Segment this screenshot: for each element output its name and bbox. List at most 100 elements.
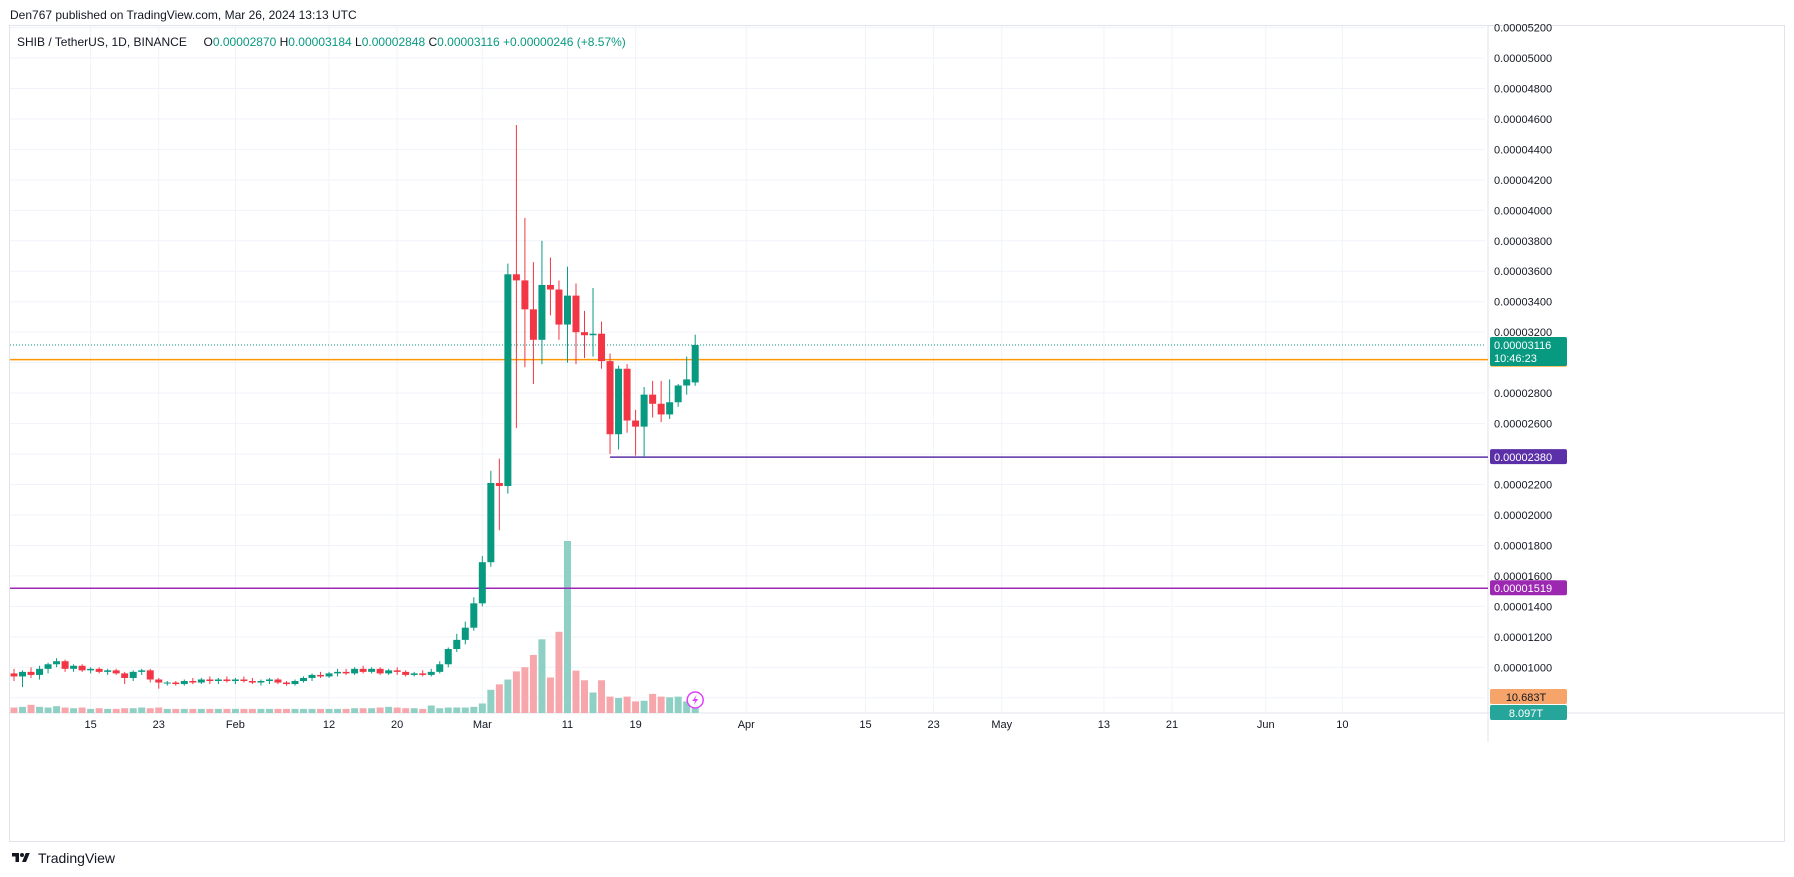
volume-bar xyxy=(521,667,529,713)
y-tick-label: 0.00004600 xyxy=(1494,114,1552,126)
volume-bar xyxy=(478,703,486,713)
candle-body xyxy=(197,679,205,683)
candle-body xyxy=(36,668,44,675)
y-tick-label: 0.00003600 xyxy=(1494,266,1552,278)
last-price-tag xyxy=(1490,336,1567,366)
volume-bar xyxy=(444,707,452,713)
candle-body xyxy=(563,295,571,325)
violet-level-tag-label: 0.00002380 xyxy=(1494,452,1552,464)
x-tick-label: Mar xyxy=(473,719,492,731)
x-tick-label: 15 xyxy=(859,719,871,731)
volume-bar xyxy=(657,696,665,713)
candle-body xyxy=(359,668,367,672)
volume-bar xyxy=(666,697,674,713)
candle-body xyxy=(317,674,325,677)
candle-body xyxy=(10,673,18,677)
volume-bar xyxy=(555,631,563,713)
y-tick-label: 0.00005000 xyxy=(1494,53,1552,65)
volume-bar xyxy=(163,708,171,713)
candle-body xyxy=(691,344,699,383)
x-tick-label: 23 xyxy=(153,719,165,731)
volume-bar xyxy=(274,708,282,713)
volume-bar xyxy=(410,708,418,713)
candle-body xyxy=(112,670,120,674)
candle-body xyxy=(95,668,103,672)
candle-body xyxy=(146,670,154,680)
volume-bar xyxy=(197,708,205,713)
y-tick-label: 0.00001600 xyxy=(1494,571,1552,583)
y-tick-label: 0.00002200 xyxy=(1494,480,1552,492)
x-tick-label: 12 xyxy=(323,719,335,731)
x-tick-label: 13 xyxy=(1098,719,1110,731)
candle-body xyxy=(257,681,265,683)
candle-body xyxy=(180,681,188,685)
candle-body xyxy=(53,661,61,665)
volume-bar xyxy=(385,706,393,713)
x-tick-label: May xyxy=(991,719,1012,731)
y-tick-label: 0.00003800 xyxy=(1494,236,1552,248)
volume-tag xyxy=(1490,689,1567,704)
change-value: +0.00000246 (+8.57%) xyxy=(503,35,626,49)
candle-body xyxy=(291,681,299,685)
symbol-name: SHIB / TetherUS, 1D, BINANCE xyxy=(17,35,187,49)
volume-bar xyxy=(581,680,589,713)
chart-frame xyxy=(9,25,1785,842)
symbol-legend: SHIB / TetherUS, 1D, BINANCE O0.00002870… xyxy=(17,35,626,49)
volume-bar xyxy=(683,701,691,713)
volume-bar xyxy=(155,707,163,713)
candle-body xyxy=(521,280,529,310)
candle-body xyxy=(649,394,657,404)
x-tick-label: Apr xyxy=(738,719,755,731)
y-tick-label: 0.00002800 xyxy=(1494,388,1552,400)
candle-body xyxy=(19,671,27,677)
volume-bar xyxy=(70,708,78,713)
volume-bar xyxy=(640,700,648,713)
candle-body xyxy=(478,562,486,604)
volume-bar xyxy=(206,708,214,713)
volume-bar xyxy=(674,696,682,713)
volume-bar xyxy=(487,689,495,713)
volume-bar xyxy=(334,708,342,713)
last-price-label: 0.00003116 xyxy=(1494,340,1551,352)
volume-bar xyxy=(512,671,520,713)
candle-body xyxy=(308,674,316,678)
x-tick-label: 10 xyxy=(1336,719,1348,731)
volume-bar xyxy=(248,708,256,713)
volume-bar xyxy=(36,706,44,713)
candle-body xyxy=(155,679,163,683)
candle-body xyxy=(546,284,554,290)
y-tick-label: 0.00005200 xyxy=(1494,23,1552,35)
lightning-bolt-icon xyxy=(692,695,699,705)
high-value: 0.00003184 xyxy=(288,35,352,49)
volume-tag xyxy=(1490,705,1567,720)
candle-body xyxy=(427,671,435,675)
volume-bar xyxy=(223,708,231,713)
candle-body xyxy=(410,673,418,675)
candle-body xyxy=(240,679,248,682)
y-tick-label: 0.00004400 xyxy=(1494,144,1552,156)
y-tick-label: 0.00003400 xyxy=(1494,297,1552,309)
volume-bar xyxy=(325,708,333,713)
purple-level-tag-label: 0.00001519 xyxy=(1494,583,1552,595)
tradingview-brand[interactable]: TradingView xyxy=(10,850,115,866)
candle-body xyxy=(351,668,359,674)
volume-bar xyxy=(563,541,571,713)
candle-body xyxy=(129,671,137,678)
candle-body xyxy=(385,670,393,674)
candle-body xyxy=(512,274,520,281)
volume-bar xyxy=(44,707,52,713)
candle-body xyxy=(461,627,469,640)
violet-level-tag xyxy=(1490,449,1567,465)
y-tick-label: 0.00004000 xyxy=(1494,205,1552,217)
volume-bar xyxy=(78,707,86,713)
volume-bar xyxy=(308,708,316,713)
x-tick-label: Jun xyxy=(1257,719,1275,731)
volume-bar xyxy=(427,705,435,713)
candle-body xyxy=(623,368,631,421)
y-tick-label: 0.00001200 xyxy=(1494,632,1552,644)
y-tick-label: 0.00001000 xyxy=(1494,662,1552,674)
volume-bar xyxy=(214,708,222,713)
x-tick-label: 15 xyxy=(85,719,97,731)
y-tick-label: 0.00004200 xyxy=(1494,175,1552,187)
